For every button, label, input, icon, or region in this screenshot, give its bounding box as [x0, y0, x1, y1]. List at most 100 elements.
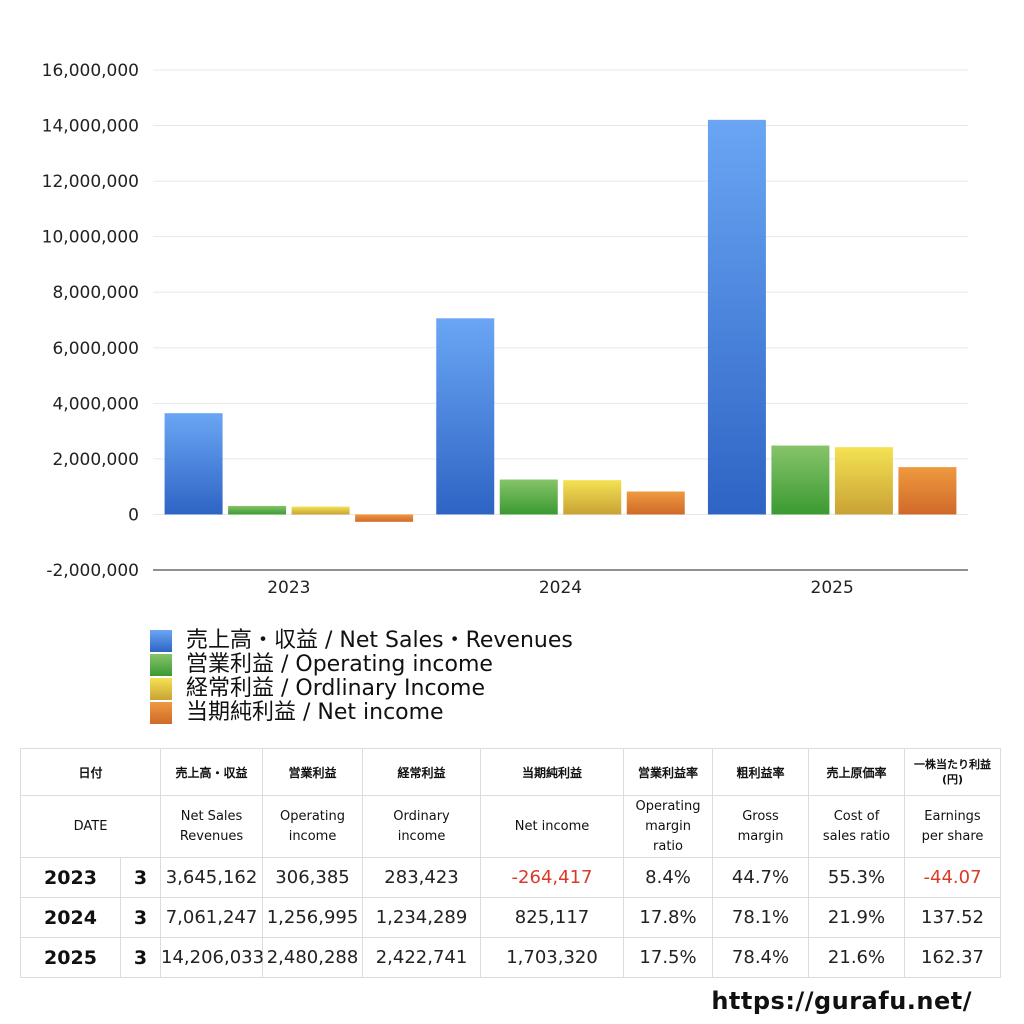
cell-ordinary: 2,422,741	[362, 937, 482, 978]
legend: 売上高・収益 / Net Sales・Revenues 営業利益 / Opera…	[150, 629, 573, 725]
legend-item-sales: 売上高・収益 / Net Sales・Revenues	[150, 629, 573, 653]
legend-item-net: 当期純利益 / Net income	[150, 701, 573, 725]
cell-opm: 8.4%	[623, 857, 714, 898]
header-opm-jp: 営業利益率	[623, 748, 714, 796]
y-tick-label: -2,000,000	[46, 561, 139, 581]
cell-operating: 1,256,995	[262, 897, 364, 938]
x-axis-ticks: 2023 2024 2025	[267, 578, 854, 598]
y-tick-label: 4,000,000	[52, 394, 139, 414]
footer-url[interactable]: https://gurafu.net/	[711, 987, 972, 1015]
cell-gm: 78.4%	[712, 937, 810, 978]
legend-item-ordinary: 経常利益 / Ordlinary Income	[150, 677, 573, 701]
cell-sales: 3,645,162	[160, 857, 264, 898]
bars	[164, 119, 957, 522]
header-net-jp: 当期純利益	[480, 748, 625, 796]
x-tick-label: 2025	[811, 578, 854, 598]
y-axis-ticks: -2,000,000 0 2,000,000 4,000,000 6,000,000 8,…	[42, 61, 139, 581]
legend-item-operating: 営業利益 / Operating income	[150, 653, 573, 677]
cell-gm: 44.7%	[712, 857, 810, 898]
bar-2024-series-3	[626, 491, 685, 515]
legend-label-sales: 売上高・収益 / Net Sales・Revenues	[186, 628, 573, 653]
y-tick-label: 0	[128, 505, 139, 525]
cell-month: 3	[119, 897, 162, 938]
header-sales-jp: 売上高・収益	[160, 748, 264, 796]
cell-gm: 78.1%	[712, 897, 810, 938]
header-eps-en-l1: Earnings	[924, 808, 981, 824]
header-eps-jp: 一株当たり利益 (円)	[904, 748, 1002, 796]
x-tick-label: 2023	[267, 578, 310, 598]
legend-label-net: 当期純利益 / Net income	[186, 700, 444, 725]
header-opm-en-l1: Operating	[635, 798, 701, 814]
cell-ordinary: 283,423	[362, 857, 482, 898]
cell-cos: 55.3%	[808, 857, 906, 898]
cell-year: 2024	[20, 897, 121, 938]
header-operating-en-l1: Operating	[280, 808, 346, 824]
cell-net: -264,417	[480, 857, 625, 898]
header-gm-en-l1: Gross	[742, 808, 779, 824]
header-ordinary-jp: 経常利益	[362, 748, 482, 796]
cell-eps: -44.07	[904, 857, 1002, 898]
y-tick-label: 8,000,000	[52, 283, 139, 303]
cell-ordinary: 1,234,289	[362, 897, 482, 938]
header-date-jp: 日付	[19, 748, 162, 796]
header-ordinary-en-l2: income	[397, 828, 446, 844]
legend-label-ordinary: 経常利益 / Ordlinary Income	[186, 676, 485, 701]
cell-eps: 137.52	[904, 897, 1002, 938]
header-cos-en-l1: Cost of	[833, 808, 880, 824]
bar-2024-series-0	[436, 318, 495, 515]
header-gm-en-l2: margin	[737, 828, 784, 844]
header-operating-en: Operating income	[262, 795, 364, 858]
header-ordinary-en: Ordinary income	[362, 795, 482, 858]
x-tick-label: 2024	[539, 578, 582, 598]
cell-net: 1,703,320	[480, 937, 625, 978]
cell-net: 825,117	[480, 897, 625, 938]
header-eps-en: Earnings per share	[904, 795, 1002, 858]
y-tick-label: 16,000,000	[42, 61, 139, 81]
header-sales-en-l1: Net Sales	[180, 808, 243, 824]
header-net-en: Net income	[480, 795, 625, 858]
header-date-en: DATE	[19, 795, 162, 858]
bar-2024-series-1	[499, 479, 558, 515]
legend-swatch-net	[150, 702, 172, 724]
header-cos-en: Cost of sales ratio	[808, 795, 906, 858]
bar-chart: -2,000,000 0 2,000,000 4,000,000 6,000,000 8,…	[42, 61, 968, 598]
cell-eps: 162.37	[904, 937, 1002, 978]
header-operating-jp: 営業利益	[262, 748, 364, 796]
cell-operating: 306,385	[262, 857, 364, 898]
bar-2025-series-0	[707, 119, 766, 515]
cell-cos: 21.6%	[808, 937, 906, 978]
table-row: 2025 3 14,206,033 2,480,288 2,422,741 1,…	[20, 937, 1002, 978]
cell-year: 2023	[20, 857, 121, 898]
bar-2023-series-1	[228, 505, 287, 515]
cell-operating: 2,480,288	[262, 937, 364, 978]
legend-swatch-sales	[150, 630, 172, 652]
y-tick-label: 10,000,000	[42, 228, 139, 248]
header-operating-en-l2: income	[288, 828, 337, 844]
header-gm-jp: 粗利益率	[712, 748, 810, 796]
legend-swatch-operating	[150, 654, 172, 676]
cell-month: 3	[119, 857, 162, 898]
table-row: 2023 3 3,645,162 306,385 283,423 -264,41…	[20, 857, 1002, 898]
cell-opm: 17.5%	[623, 937, 714, 978]
bar-2023-series-3	[355, 514, 414, 522]
header-eps-jp-line1: 一株当たり利益	[914, 758, 992, 771]
table-header-jp: 日付 売上高・収益 営業利益 経常利益 当期純利益 営業利益率 粗利益率 売上原…	[19, 748, 1002, 796]
header-opm-en-l3: ratio	[653, 838, 683, 854]
cell-opm: 17.8%	[623, 897, 714, 938]
header-eps-en-l2: per share	[921, 828, 984, 844]
y-tick-label: 14,000,000	[42, 117, 139, 137]
legend-label-operating: 営業利益 / Operating income	[186, 652, 493, 677]
bar-2023-series-2	[291, 506, 350, 515]
header-ordinary-en-l1: Ordinary	[393, 808, 450, 824]
table-header-en: DATE Net Sales Revenues Operating income O…	[19, 795, 1002, 858]
header-eps-jp-line2: (円)	[941, 773, 964, 786]
legend-swatch-ordinary	[150, 678, 172, 700]
grid-lines	[153, 69, 968, 571]
bar-2024-series-2	[563, 480, 622, 515]
header-opm-en-l2: margin	[645, 818, 691, 834]
header-gm-en: Gross margin	[712, 795, 810, 858]
cell-sales: 7,061,247	[160, 897, 264, 938]
table-row: 2024 3 7,061,247 1,256,995 1,234,289 825…	[20, 897, 1002, 938]
y-tick-label: 2,000,000	[52, 450, 139, 470]
y-tick-label: 6,000,000	[52, 339, 139, 359]
